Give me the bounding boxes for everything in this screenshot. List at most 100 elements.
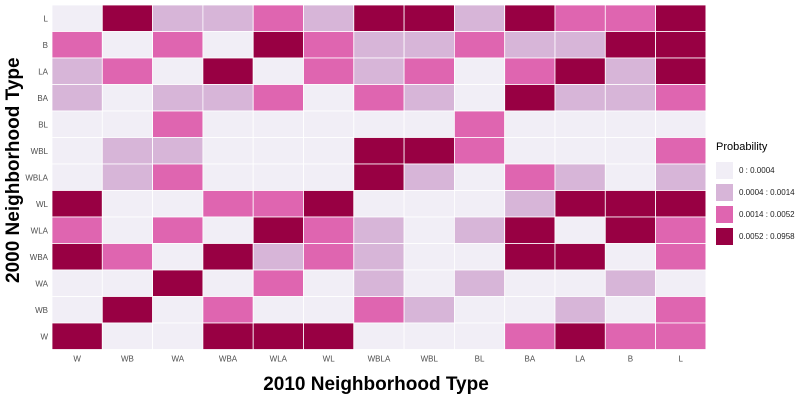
heatmap-cell [101, 243, 154, 271]
heatmap-cell [453, 216, 506, 244]
heatmap-cell [655, 57, 707, 85]
heatmap-cell [453, 57, 506, 85]
heatmap-cell [453, 296, 506, 324]
heatmap-cell [353, 137, 405, 165]
x-tick-label: WB [121, 355, 134, 364]
heatmap-cell [655, 137, 707, 165]
heatmap-cell [101, 322, 154, 350]
x-tick-labels: W WB WA WBA WLA WL WBLA WBL BL BA LA B L [73, 355, 683, 364]
heatmap-cell [604, 190, 656, 218]
heatmap-cell [101, 216, 154, 244]
heatmap-cell [453, 269, 506, 297]
legend-item: 0.0004 : 0.0014 [716, 181, 795, 203]
heatmap-cell [655, 163, 707, 191]
y-tick-label: L [44, 14, 49, 23]
heatmap-cell [101, 269, 154, 297]
heatmap-cell [51, 31, 103, 59]
heatmap-cell [554, 57, 606, 85]
heatmap-cell [152, 322, 204, 350]
heatmap-cell [303, 296, 355, 324]
heatmap-cell [51, 190, 103, 218]
heatmap-cell [504, 31, 556, 59]
heatmap-cell [252, 4, 304, 32]
heatmap-cell [303, 163, 355, 191]
heatmap-cell [604, 84, 656, 112]
heatmap-cell [202, 163, 254, 191]
heatmap-cell [504, 243, 556, 271]
y-tick-labels: L B LA BA BL WBL WBLA WL WLA WBA WA WB W [25, 14, 48, 341]
legend-item: 0 : 0.0004 [716, 159, 795, 181]
heatmap-cell [554, 322, 606, 350]
heatmap-cell [252, 84, 304, 112]
y-tick-label: WBA [30, 253, 49, 262]
heatmap-cell [554, 4, 606, 32]
heatmap-cell [303, 322, 355, 350]
heatmap-cell [252, 216, 304, 244]
heatmap-cell [353, 4, 405, 32]
heatmap-cell [604, 322, 656, 350]
heatmap-cell [353, 31, 405, 59]
heatmap-cell [51, 296, 103, 324]
heatmap-cell [655, 4, 707, 32]
heatmap-cell [101, 137, 154, 165]
heatmap-cell [303, 84, 355, 112]
y-tick-label: BL [38, 120, 48, 129]
y-tick-label: WBLA [25, 173, 48, 182]
heatmap-cell [202, 216, 254, 244]
heatmap-cell [353, 110, 405, 138]
legend: Probability 0 : 0.0004 0.0004 : 0.0014 0… [716, 141, 795, 247]
heatmap-cell [353, 190, 405, 218]
heatmap-cell [252, 296, 304, 324]
heatmap-cell [604, 163, 656, 191]
heatmap-cell [604, 110, 656, 138]
heatmap-cell [202, 322, 254, 350]
heatmap-cell [403, 216, 455, 244]
x-tick-label: WLA [270, 355, 288, 364]
heatmap-cell [152, 84, 204, 112]
heatmap-cell [51, 84, 103, 112]
heatmap-cell [604, 243, 656, 271]
heatmap-cell [51, 322, 103, 350]
heatmap-cell [353, 84, 405, 112]
heatmap-cell [655, 216, 707, 244]
heatmap-cell [453, 190, 506, 218]
y-tick-label: W [40, 332, 48, 341]
heatmap-cell [51, 216, 103, 244]
heatmap-cell [453, 137, 506, 165]
legend-label: 0.0014 : 0.0052 [739, 209, 795, 219]
heatmap-cell [152, 163, 204, 191]
heatmap-cell [403, 296, 455, 324]
heatmap-cell [554, 243, 606, 271]
x-axis-title: 2010 Neighborhood Type [263, 374, 489, 395]
heatmap-cell [655, 243, 707, 271]
x-tick-label: WA [171, 355, 184, 364]
heatmap-cell [51, 269, 103, 297]
heatmap-cell [403, 110, 455, 138]
heatmap-cell [101, 296, 154, 324]
heatmap-cell [504, 269, 556, 297]
heatmap-cell [504, 163, 556, 191]
y-tick-label: WA [35, 279, 48, 288]
x-tick-label: BA [525, 355, 536, 364]
heatmap-cell [504, 322, 556, 350]
heatmap-cell [51, 243, 103, 271]
y-tick-label: WL [36, 200, 49, 209]
legend-swatch [716, 183, 733, 201]
legend-swatch [716, 161, 733, 179]
heatmap-cell [403, 137, 455, 165]
heatmap-cell [453, 4, 506, 32]
heatmap-cell [202, 31, 254, 59]
heatmap-cell [303, 57, 355, 85]
x-tick-label: WBL [421, 355, 439, 364]
x-tick-label: LA [575, 355, 585, 364]
heatmap-cell [554, 190, 606, 218]
heatmap-cell [604, 216, 656, 244]
heatmap-cell [152, 31, 204, 59]
legend-label: 0 : 0.0004 [739, 165, 775, 175]
heatmap-cell [403, 243, 455, 271]
heatmap-cell [504, 57, 556, 85]
x-tick-label: BL [475, 355, 485, 364]
heatmap-cell [403, 163, 455, 191]
heatmap-cell [353, 322, 405, 350]
